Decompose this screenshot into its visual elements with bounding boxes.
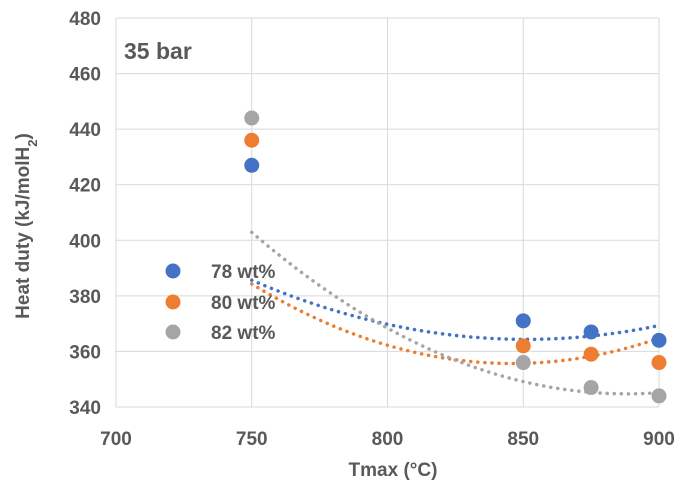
data-point-series-3 <box>651 388 667 404</box>
y-axis-title: Heat duty (kJ/molH2) <box>13 133 40 319</box>
data-point-series-1 <box>583 324 599 340</box>
data-point-series-2 <box>583 346 599 362</box>
trendline-series-3 <box>250 230 661 396</box>
x-tick-label: 800 <box>372 429 404 450</box>
data-point-series-3 <box>583 380 599 396</box>
data-point-series-2 <box>244 132 260 148</box>
y-tick-label: 380 <box>69 287 101 308</box>
legend-marker-82wt <box>165 324 181 340</box>
y-tick-label: 480 <box>69 9 101 30</box>
data-point-series-3 <box>244 110 260 126</box>
data-point-series-1 <box>651 332 667 348</box>
y-tick-label: 440 <box>69 120 101 141</box>
y-tick-label: 420 <box>69 176 101 197</box>
legend-marker-78wt <box>165 263 181 279</box>
x-tick-label: 850 <box>507 429 539 450</box>
y-axis-title-subscript: 2 <box>25 140 40 147</box>
tick-labels: 700 750 800 850 900 340 360 380 400 420 440 460 480 <box>69 9 675 450</box>
x-tick-label: 900 <box>643 429 675 450</box>
data-point-series-2 <box>515 338 531 354</box>
data-point-series-3 <box>515 355 531 371</box>
data-point-series-1 <box>244 157 260 173</box>
x-tick-label: 700 <box>100 429 132 450</box>
gridlines <box>115 17 660 408</box>
x-tick-label: 750 <box>236 429 268 450</box>
y-tick-label: 400 <box>69 231 101 252</box>
trendlines <box>250 230 661 396</box>
y-tick-label: 460 <box>69 65 101 86</box>
legend-label-78wt: 78 wt% <box>211 262 276 283</box>
legend-label-80wt: 80 wt% <box>211 293 276 314</box>
data-point-series-2 <box>651 355 667 371</box>
y-axis-title-close: ) <box>13 133 34 139</box>
legend: 78 wt% 80 wt% 82 wt% <box>165 262 276 344</box>
legend-marker-80wt <box>165 294 181 310</box>
data-points <box>244 110 667 404</box>
y-tick-label: 340 <box>69 398 101 419</box>
chart-annotation: 35 bar <box>124 38 192 64</box>
y-tick-label: 360 <box>69 342 101 363</box>
x-axis-title: Tmax (°C) <box>349 460 438 481</box>
y-axis-title-main: Heat duty (kJ/molH <box>13 147 34 319</box>
legend-label-82wt: 82 wt% <box>211 323 276 344</box>
data-point-series-1 <box>515 313 531 329</box>
